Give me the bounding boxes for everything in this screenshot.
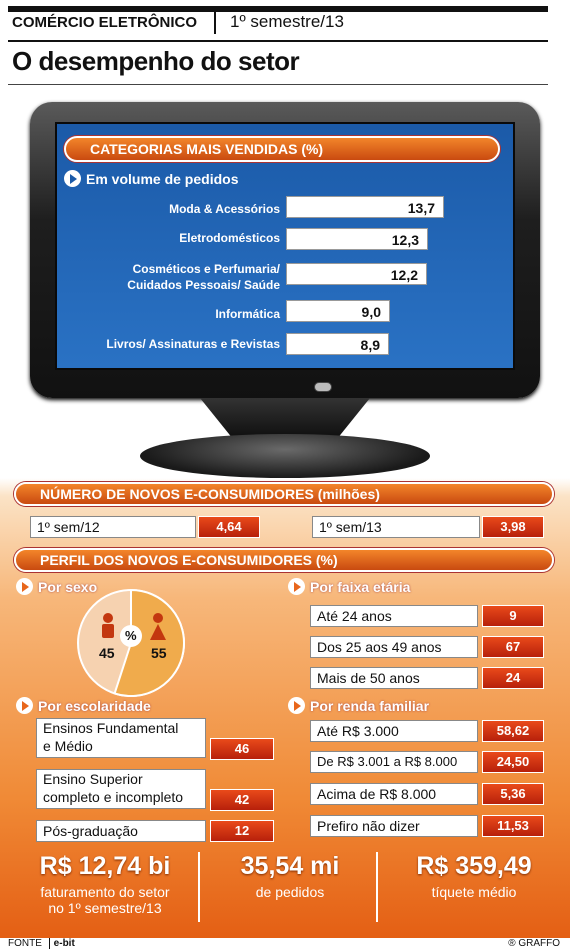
arrow-right-icon (16, 697, 33, 714)
arrow-right-icon (64, 170, 81, 187)
sex-subheading: Por sexo (16, 578, 97, 595)
education-value: 42 (210, 789, 274, 811)
revenue-figure: R$ 12,74 bi (39, 852, 171, 880)
section-tag: COMÉRCIO ELETRÔNICO (12, 14, 198, 31)
category-label: Cuidados Pessoais/ Saúde (127, 278, 280, 292)
header-bar (8, 6, 548, 42)
consumers-value-2013: 3,98 (482, 516, 544, 538)
category-label: Eletrodomésticos (179, 231, 280, 245)
income-value: 11,53 (482, 815, 544, 837)
category-label: Informática (215, 307, 280, 321)
income-value: 58,62 (482, 720, 544, 742)
income-value: 24,50 (482, 751, 544, 773)
male-value: 45 (99, 645, 115, 661)
category-bar: 9,0 (286, 300, 390, 322)
education-value: 46 (210, 738, 274, 760)
age-subheading: Por faixa etária (288, 578, 410, 595)
income-label: De R$ 3.001 a R$ 8.000 (310, 751, 478, 773)
consumers-label-2012: 1º sem/12 (30, 516, 196, 538)
education-label: Pós-graduação (36, 820, 206, 842)
category-label: Livros/ Assinaturas e Revistas (106, 337, 280, 351)
education-label: Ensinos Fundamental e Médio (36, 718, 206, 758)
category-label: Cosméticos e Perfumaria/ (132, 262, 280, 276)
orders-figure: 35,54 mi (240, 852, 340, 880)
pie-slice-female (113, 588, 185, 697)
male-icon (102, 613, 114, 638)
ticket-caption: tíquete médio (431, 884, 517, 900)
age-value: 67 (482, 636, 544, 658)
income-value: 5,36 (482, 783, 544, 805)
title-divider (8, 84, 548, 85)
monitor-neck (200, 398, 370, 436)
separator (198, 852, 200, 922)
power-button-icon (314, 382, 332, 392)
age-value: 9 (482, 605, 544, 627)
arrow-right-icon (16, 578, 33, 595)
graphic-credit: ® GRAFFO (508, 938, 560, 949)
arrow-right-icon (288, 697, 305, 714)
monitor-stand (140, 434, 430, 478)
education-label: Ensino Superior completo e incompleto (36, 769, 206, 809)
category-bar: 12,3 (286, 228, 428, 250)
pie-center (120, 625, 142, 647)
education-value: 12 (210, 820, 274, 842)
percent-symbol: % (125, 628, 137, 643)
sex-pie-chart (77, 588, 185, 697)
categories-subheading: Em volume de pedidos (64, 170, 238, 187)
page-title: O desempenho do setor (12, 46, 300, 76)
separator (376, 852, 378, 922)
income-label: Até R$ 3.000 (310, 720, 478, 742)
female-icon (150, 613, 166, 640)
categories-heading: CATEGORIAS MAIS VENDIDAS (%) (64, 136, 500, 162)
profile-heading: PERFIL DOS NOVOS E-CONSUMIDORES (%) (14, 548, 554, 572)
ticket-figure: R$ 359,49 (416, 852, 532, 880)
education-subheading: Por escolaridade (16, 697, 151, 714)
orders-caption: de pedidos (255, 884, 325, 900)
source-credit: FONTE e-bit (8, 938, 75, 949)
age-value: 24 (482, 667, 544, 689)
consumers-value-2012: 4,64 (198, 516, 260, 538)
income-label: Acima de R$ 8.000 (310, 783, 478, 805)
income-subheading: Por renda familiar (288, 697, 429, 714)
category-bar: 8,9 (286, 333, 389, 355)
arrow-right-icon (288, 578, 305, 595)
income-label: Prefiro não dizer (310, 815, 478, 837)
new-consumers-heading: NÚMERO DE NOVOS E-CONSUMIDORES (milhões) (14, 482, 554, 506)
age-label: Até 24 anos (310, 605, 478, 627)
age-label: Dos 25 aos 49 anos (310, 636, 478, 658)
consumers-label-2013: 1º sem/13 (312, 516, 480, 538)
monitor-screen (55, 122, 515, 370)
category-bar: 13,7 (286, 196, 444, 218)
period-label: 1º semestre/13 (230, 12, 344, 31)
revenue-caption: faturamento do setor (40, 884, 170, 900)
female-value: 55 (151, 645, 167, 661)
age-label: Mais de 50 anos (310, 667, 478, 689)
header-divider (214, 12, 216, 34)
revenue-caption-2: no 1º semestre/13 (48, 900, 162, 916)
category-bar: 12,2 (286, 263, 427, 285)
category-label: Moda & Acessórios (169, 202, 280, 216)
